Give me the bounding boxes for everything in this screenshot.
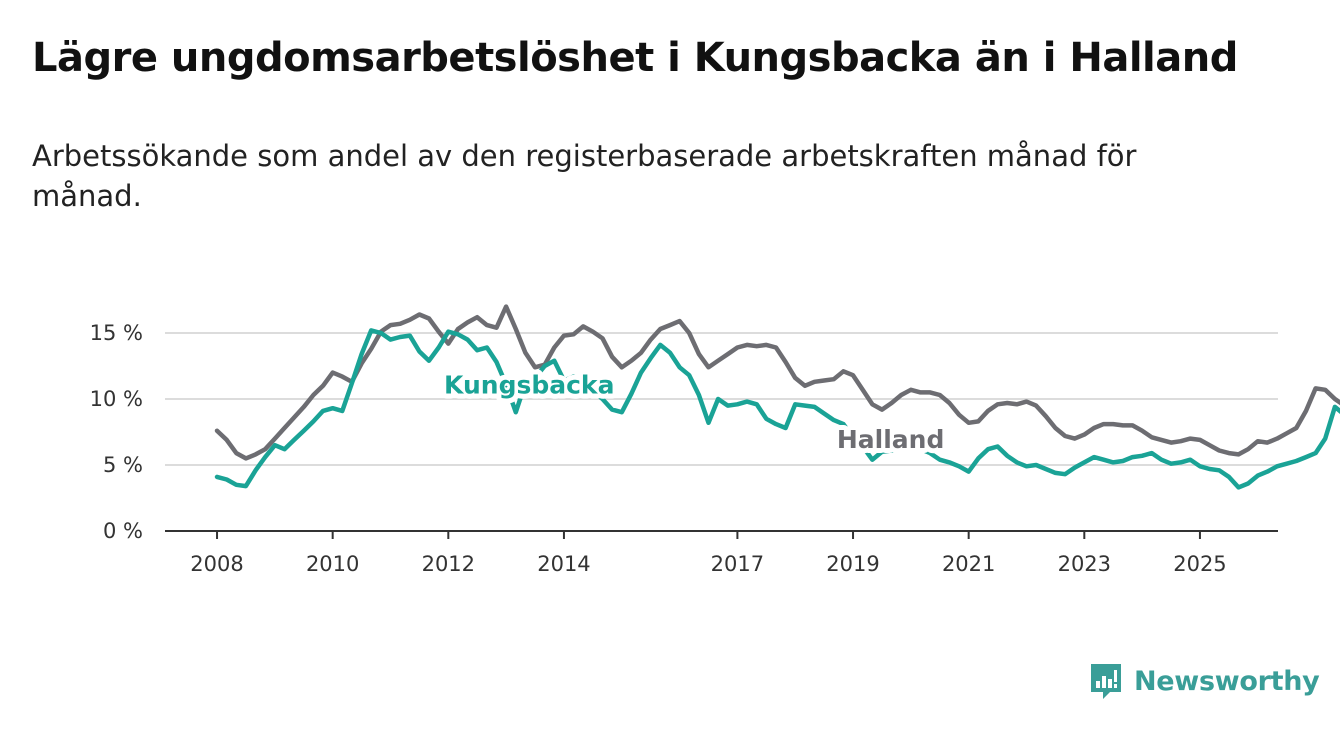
series-labels: 6,2 %4,7 %KungsbackaKungsbackaHallandHal… (439, 366, 949, 459)
y-tick-label: 10 % (90, 387, 143, 411)
x-tick-label: 2012 (422, 552, 475, 576)
series-label-halo-kungsbacka: Kungsbacka (444, 371, 614, 400)
x-tick-label: 2025 (1173, 552, 1226, 576)
chart-subtitle: Arbetssökande som andel av den registerb… (32, 139, 1137, 213)
newsworthy-logo-icon (1091, 664, 1121, 699)
x-tick-label: 2023 (1058, 552, 1111, 576)
x-tick-label: 2008 (190, 552, 243, 576)
series-label-kungsbacka: Kungsbacka (444, 371, 614, 400)
series-line-kungsbacka (214, 328, 1340, 490)
series-line-halland (214, 304, 1340, 461)
x-tick-label: 2017 (711, 552, 764, 576)
series-lines (214, 304, 1340, 490)
series-label-halo-halland: Halland (837, 425, 945, 454)
x-tick-label: 2021 (942, 552, 995, 576)
y-tick-label: 5 % (103, 453, 143, 477)
chart-title: Lägre ungdomsarbetslöshet i Kungsbacka ä… (32, 35, 1238, 81)
x-tick-label: 2014 (537, 552, 590, 576)
x-tick-label: 2019 (826, 552, 879, 576)
series-label-halland: Halland (837, 425, 945, 454)
brand-name: Newsworthy (1134, 665, 1320, 697)
y-tick-label: 0 % (103, 519, 143, 543)
brand-logo[interactable]: Newsworthy (1088, 660, 1320, 702)
x-tick-label: 2010 (306, 552, 359, 576)
axes: 0 % 5 % 10 % 15 % 2008 2010 2012 2014 2017 2019 20… (90, 321, 1278, 576)
y-tick-label: 15 % (90, 321, 143, 345)
